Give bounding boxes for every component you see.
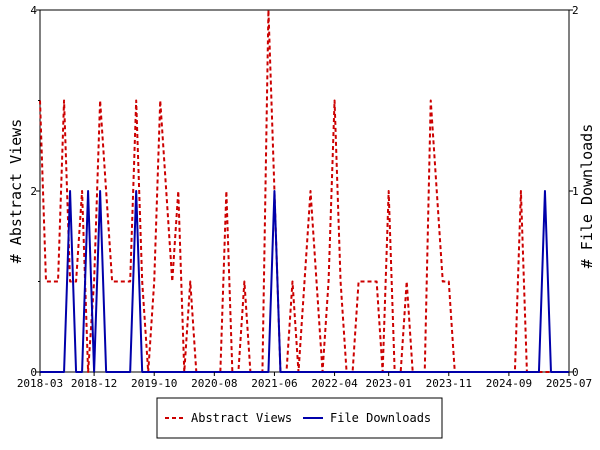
y-right-axis-title: # File Downloads [578,124,596,269]
x-tick-label-6: 2023-01 [365,377,411,390]
y-right-tick-label-2: 2 [572,4,579,17]
series-line-abstract-views [39,9,569,373]
y-left-tick-label-0: 0 [30,366,37,379]
tick-layer: 2018-03 2018-12 2019-10 2020-08 2021-06 2022-… [17,4,592,390]
plot-area [39,9,570,373]
legend-box [156,397,443,439]
y-left-tick-label-2: 4 [30,4,37,17]
y-right-tick-label-1: 1 [572,185,579,198]
series-layer [39,9,569,373]
x-tick-label-1: 2018-12 [71,377,117,390]
x-tick-label-8: 2024-09 [486,377,532,390]
legend: Abstract Views File Downloads [156,397,443,439]
x-tick-label-7: 2023-11 [426,377,472,390]
y-right-tick-label-0: 0 [572,366,579,379]
x-tick-label-0: 2018-03 [17,377,63,390]
legend-label-abstract-views: Abstract Views [191,411,292,425]
y-left-axis-title: # Abstract Views [7,119,25,264]
x-tick-label-2: 2019-10 [131,377,177,390]
x-tick-label-5: 2022-04 [311,377,358,390]
x-tick-label-9: 2025-07 [546,377,592,390]
x-tick-label-3: 2020-08 [191,377,237,390]
y-left-tick-label-1: 2 [30,185,37,198]
series-line-file-downloads [40,190,569,373]
legend-label-file-downloads: File Downloads [330,411,431,425]
x-tick-label-4: 2021-06 [251,377,297,390]
